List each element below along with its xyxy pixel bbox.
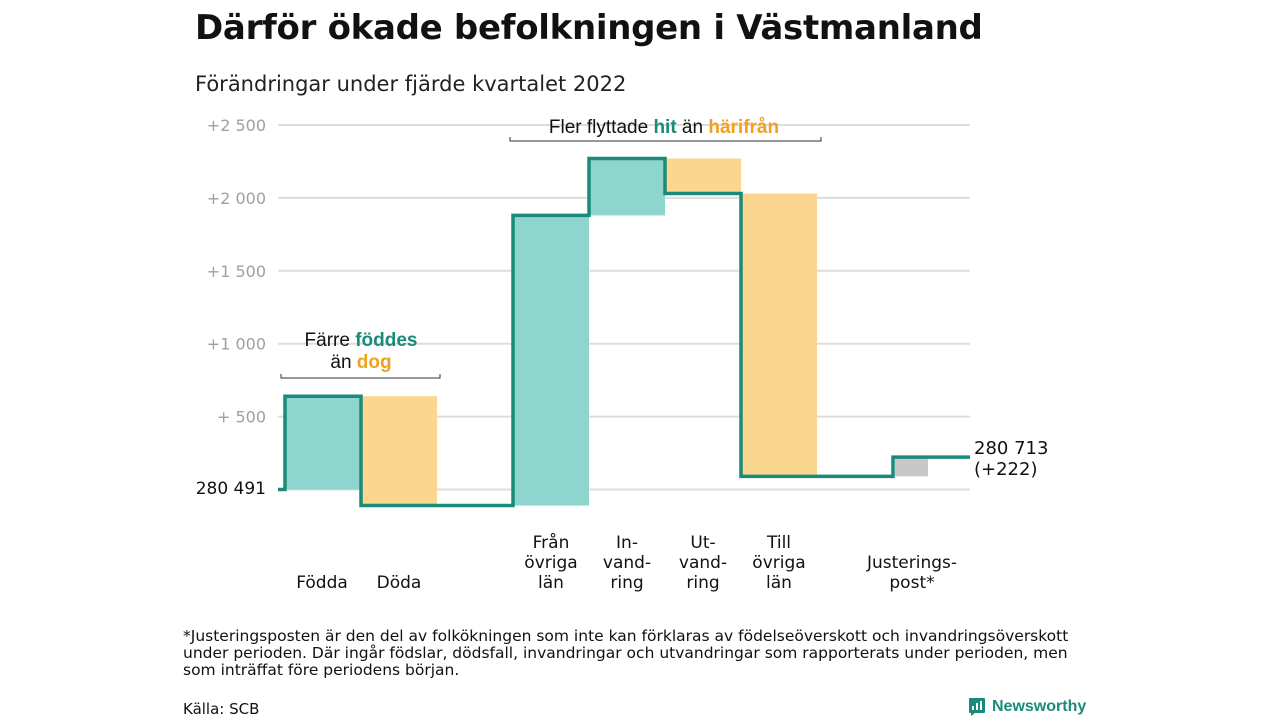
y-tick-label: +2 500 [207,116,266,135]
x-tick-label: Till övriga län [752,533,805,593]
chart-title: Därför ökade befolkningen i Västmanland [195,8,983,48]
x-tick-label: Från övriga län [524,532,577,593]
migration-annotation: Fler flyttade hit än härifrån [549,117,779,138]
x-tick-label: Ut-vand-ring [679,533,727,593]
bar [895,457,928,477]
start-value-label: 280 491 [196,479,266,499]
end-value-label: 280 713 [974,438,1048,459]
step-line [278,156,970,508]
y-tick-label: +1 500 [207,262,266,281]
x-tick-label: Döda [377,573,422,593]
x-tick-label: Justerings-post* [866,553,957,593]
step-line-group [278,156,970,508]
x-tick-label: In-vand-ring [603,533,651,593]
bar [589,158,665,216]
births-bracket [280,374,441,379]
bar [741,193,817,477]
births-annotation-line2: än dog [330,352,391,373]
bar [513,215,589,506]
y-tick-label: + 500 [217,408,266,427]
births-annotation-line1: Färre föddes [305,330,418,351]
x-tick-label: Födda [296,573,348,593]
migration-bracket [509,137,822,142]
newsworthy-logo: Newsworthy [968,697,1086,717]
x-axis: Födda Döda Från övriga län In-vand-ring Ut-van… [296,532,957,593]
y-axis: + 500 +1 000 +1 500 +2 000 +2 500 [207,116,266,427]
y-tick-label: +2 000 [207,189,266,208]
y-tick-label: +1 000 [207,335,266,354]
waterfall-chart: + 500+1 000+1 500+2 000+2 500 Födda DödaF… [196,116,1049,593]
bar [285,396,361,490]
brand-name: Newsworthy [992,698,1087,715]
newsworthy-logo-icon [969,698,985,716]
chart-subtitle: Förändringar under fjärde kvartalet 2022 [195,72,627,96]
bar [361,396,437,506]
bars [285,158,928,506]
source-note: Källa: SCB [183,700,260,718]
bar [665,158,741,194]
footnote: *Justeringsposten är den del av folkökni… [183,627,1069,679]
end-change-label: (+222) [974,459,1037,480]
